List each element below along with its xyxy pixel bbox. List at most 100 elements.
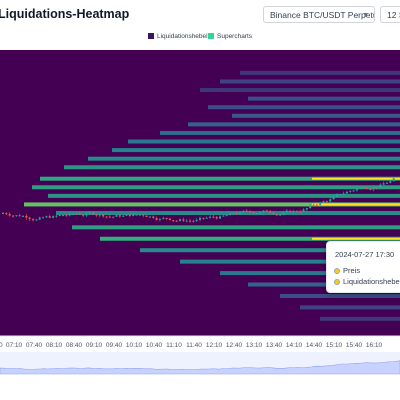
candle-body bbox=[5, 213, 8, 215]
candle-body bbox=[289, 210, 292, 213]
candle-body bbox=[38, 217, 41, 220]
price-candles bbox=[2, 177, 395, 223]
candle-body bbox=[62, 215, 65, 217]
liquidation-band-peak bbox=[312, 177, 400, 180]
heatmap-chart[interactable]: 0 07:10 07:40 08:10 08:40 09:10 09:40 10:10 10:4… bbox=[0, 50, 400, 376]
candle-body bbox=[262, 210, 265, 213]
liquidation-band bbox=[64, 165, 400, 170]
candle-body bbox=[22, 215, 25, 217]
candle-body bbox=[339, 193, 342, 195]
candle-body bbox=[78, 213, 81, 215]
liquidation-band bbox=[232, 113, 400, 118]
candle-body bbox=[242, 210, 245, 213]
x-tick-label: 10:10 bbox=[126, 342, 143, 349]
legend-item-supercharts[interactable]: Supercharts bbox=[208, 32, 252, 41]
liquidation-band bbox=[280, 293, 400, 298]
candle-body bbox=[265, 210, 268, 212]
x-tick-label: 09:10 bbox=[86, 342, 103, 349]
candle-body bbox=[118, 215, 121, 217]
candle-body bbox=[2, 213, 4, 215]
x-tick-label: 12:40 bbox=[226, 342, 243, 349]
candle-body bbox=[275, 214, 278, 216]
candle-body bbox=[269, 211, 272, 213]
candle-body bbox=[362, 187, 365, 189]
liquidation-band bbox=[88, 156, 400, 161]
candle-body bbox=[239, 212, 242, 215]
candle-body bbox=[155, 217, 158, 220]
liquidation-band bbox=[40, 176, 400, 181]
candle-body bbox=[222, 215, 225, 217]
candle-body bbox=[359, 187, 362, 190]
overview-navigator[interactable] bbox=[0, 352, 400, 375]
candle-body bbox=[105, 216, 108, 218]
candle-body bbox=[385, 182, 388, 184]
candle-body bbox=[58, 215, 61, 217]
candle-body bbox=[312, 204, 315, 206]
tooltip-row-preis: Preis bbox=[334, 266, 360, 275]
liquidation-band bbox=[200, 88, 400, 93]
candle-body bbox=[165, 217, 168, 219]
x-tick-label: 08:10 bbox=[46, 342, 63, 349]
candle-body bbox=[309, 205, 312, 209]
liquidation-band bbox=[248, 282, 400, 287]
candle-body bbox=[12, 215, 15, 217]
candle-body bbox=[135, 214, 138, 216]
candle-body bbox=[82, 214, 85, 216]
candle-body bbox=[142, 214, 145, 216]
tooltip-row-liquidationshebel: Liquidationshebel bbox=[334, 277, 400, 286]
candle-body bbox=[85, 213, 88, 216]
candle-body bbox=[145, 215, 148, 218]
tooltip-label-preis: Preis bbox=[343, 266, 361, 275]
exchange-select[interactable]: Binance BTC/USDT Perpetual ▼ bbox=[263, 6, 375, 23]
candle-body bbox=[322, 201, 325, 203]
candle-body bbox=[45, 216, 48, 218]
liquidation-band-peak bbox=[312, 237, 400, 240]
candle-body bbox=[195, 219, 198, 222]
candle-body bbox=[15, 215, 18, 217]
candle-body bbox=[325, 201, 328, 203]
candle-body bbox=[108, 216, 111, 218]
candle-body bbox=[128, 214, 131, 217]
legend-label-liquidationshebel: Liquidationshebel bbox=[157, 33, 208, 40]
candle-body bbox=[279, 214, 282, 216]
x-tick-label: 15:40 bbox=[346, 342, 363, 349]
candle-body bbox=[32, 219, 35, 221]
candle-body bbox=[332, 196, 335, 200]
liquidation-band bbox=[248, 96, 400, 101]
candle-body bbox=[212, 216, 215, 218]
liquidation-band bbox=[188, 122, 400, 127]
range-select[interactable]: 12 St bbox=[380, 6, 400, 23]
liquidation-band bbox=[220, 79, 400, 84]
candle-body bbox=[162, 217, 165, 219]
candle-body bbox=[98, 214, 101, 216]
candle-body bbox=[182, 219, 185, 221]
x-tick-label: 0 bbox=[0, 342, 3, 349]
x-tick-label: 11:40 bbox=[186, 342, 202, 349]
candle-body bbox=[225, 215, 228, 217]
legend-label-supercharts: Supercharts bbox=[217, 33, 253, 40]
overview-price-area bbox=[0, 360, 400, 375]
x-tick-label: 08:40 bbox=[66, 342, 83, 349]
legend-item-liquidationshebel[interactable]: Liquidationshebel bbox=[148, 32, 208, 41]
candle-body bbox=[188, 220, 191, 222]
liquidation-band bbox=[72, 225, 400, 230]
candle-body bbox=[232, 213, 235, 215]
candle-body bbox=[92, 212, 95, 215]
chart-legend: Liquidationshebel Supercharts bbox=[0, 32, 400, 42]
candle-body bbox=[88, 212, 91, 214]
candle-body bbox=[102, 214, 105, 217]
chevron-down-icon: ▼ bbox=[362, 12, 369, 19]
tooltip-time: 2024-07-27 17:30 bbox=[335, 250, 395, 259]
candle-body bbox=[382, 183, 385, 185]
candle-body bbox=[52, 216, 55, 218]
candle-body bbox=[285, 210, 288, 213]
candle-body bbox=[392, 178, 395, 182]
candle-body bbox=[282, 212, 285, 215]
header: Liquidations-Heatmap Binance BTC/USDT Pe… bbox=[0, 0, 400, 30]
liquidation-band bbox=[240, 70, 400, 75]
candle-body bbox=[299, 211, 302, 213]
candle-body bbox=[122, 215, 125, 217]
candle-body bbox=[252, 212, 255, 214]
candle-body bbox=[48, 216, 51, 218]
candle-body bbox=[319, 202, 322, 205]
